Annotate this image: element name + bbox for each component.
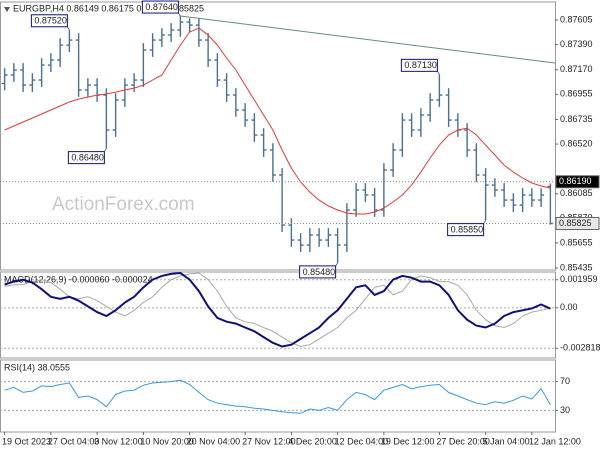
- panel-frame: [0, 359, 556, 433]
- price-tag: [555, 175, 600, 189]
- annotation-label: 0.87640: [145, 2, 178, 12]
- y-tick-label: 0.85655: [560, 237, 593, 247]
- y-tick-label: 0.86085: [560, 188, 593, 198]
- y-tick-label: 0.87170: [560, 64, 593, 74]
- annotation-leader: [178, 12, 181, 17]
- annotation-label: 0.86480: [71, 153, 104, 163]
- panel-frame: [0, 1, 556, 271]
- indicator-line: [4, 379, 551, 414]
- x-tick-label: 3 Nov 12:00: [94, 436, 143, 446]
- annotation-box: [447, 223, 485, 237]
- x-tick-label: 4 Dec 20:00: [288, 436, 337, 446]
- y-tick-label: 0.86520: [560, 138, 593, 148]
- y-tick-label: 0.86955: [560, 89, 593, 99]
- annotation-label: 0.85480: [303, 267, 336, 277]
- y-tick-label: 0.87605: [560, 14, 593, 24]
- x-tick-label: 12 Dec 04:00: [335, 436, 389, 446]
- symbol-icon: [4, 7, 10, 12]
- x-tick-label: 12 Jan 12:00: [529, 436, 581, 446]
- y-tick-label: 0.87390: [560, 39, 593, 49]
- annotation-box: [400, 58, 438, 72]
- indicator-label: RSI(14) 38.0555: [4, 362, 70, 372]
- y-tick-label: 30: [560, 405, 570, 415]
- x-tick-label: 27 Oct 04:00: [48, 436, 100, 446]
- annotation-box: [141, 0, 179, 14]
- x-tick-label: 19 Dec 12:00: [381, 436, 435, 446]
- annotation-box: [299, 265, 337, 279]
- indicator-label: MACD(12,26,9) -0.000060 -0.000024: [4, 274, 153, 284]
- y-tick-label: 0.85435: [560, 262, 593, 272]
- price-tag-label: 0.86190: [559, 176, 592, 186]
- trend-line: [180, 15, 556, 64]
- annotation-label: 0.87130: [404, 60, 437, 70]
- x-tick-label: 19 Oct 2023: [2, 436, 51, 446]
- x-tick-label: 27 Nov 12:00: [242, 436, 296, 446]
- watermark: ActionForex.com: [52, 194, 195, 215]
- y-tick-label: 0.001959: [560, 274, 598, 284]
- annotation-label: 0.85850: [451, 225, 484, 235]
- indicator-line: [4, 272, 551, 348]
- x-tick-label: 10 Nov 20:00: [140, 436, 194, 446]
- y-tick-label: 0.86735: [560, 114, 593, 124]
- moving-average: [4, 27, 551, 215]
- chart-title: EURGBP,H4 0.86149 0.86175 0.85815 0.8582…: [13, 3, 204, 13]
- y-tick-label: 70: [560, 376, 570, 386]
- price-tag-label: 0.85825: [559, 218, 592, 228]
- annotation-box: [30, 14, 68, 28]
- x-tick-label: 20 Nov 04:00: [187, 436, 241, 446]
- x-tick-label: 5 Jan 04:00: [483, 436, 530, 446]
- indicator-line: [4, 271, 551, 348]
- annotation-box: [67, 151, 105, 165]
- y-tick-label: 0.00: [560, 302, 578, 312]
- price-tag: [555, 216, 600, 230]
- annotation-label: 0.87520: [34, 16, 67, 26]
- annotation-leader: [67, 26, 70, 30]
- panel-frame: [0, 271, 556, 359]
- y-tick-label: -0.002818: [560, 343, 600, 353]
- x-tick-label: 27 Dec 20:00: [436, 436, 490, 446]
